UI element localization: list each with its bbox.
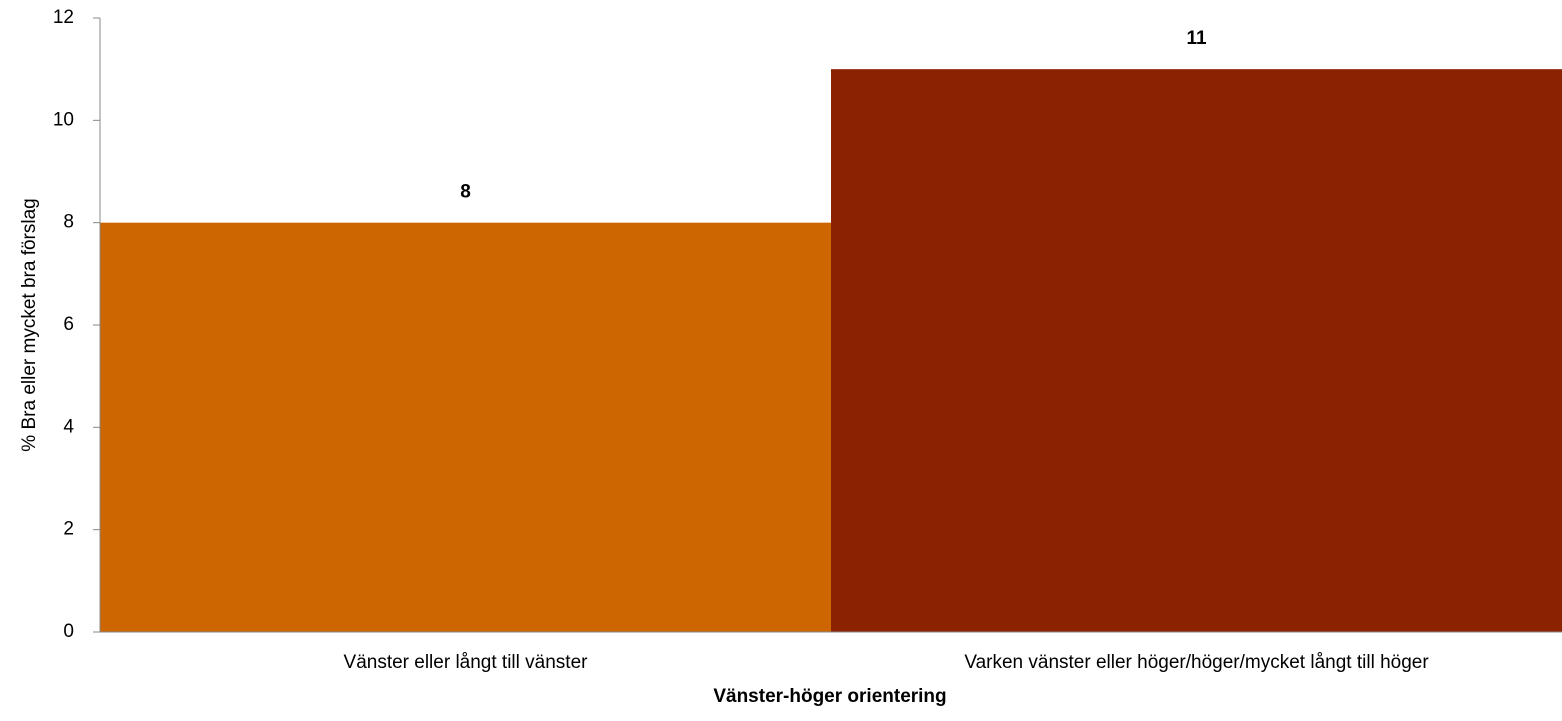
x-axis-title: Vänster-höger orientering (713, 686, 946, 707)
data-label: 11 (1186, 28, 1207, 49)
y-tick-label: 0 (63, 621, 74, 642)
bar (831, 69, 1562, 632)
bar (100, 222, 831, 632)
y-tick-label: 2 (63, 519, 74, 540)
data-label: 8 (460, 182, 471, 203)
y-tick-label: 10 (53, 109, 74, 130)
x-tick-label: Varken vänster eller höger/höger/mycket … (964, 652, 1429, 673)
y-tick-label: 8 (63, 212, 74, 233)
y-axis-title: % Bra eller mycket bra förslag (19, 198, 40, 451)
y-tick-label: 6 (63, 314, 74, 335)
y-tick-label: 4 (63, 416, 74, 437)
y-tick-label: 12 (53, 7, 74, 28)
x-tick-label: Vänster eller långt till vänster (344, 652, 589, 673)
